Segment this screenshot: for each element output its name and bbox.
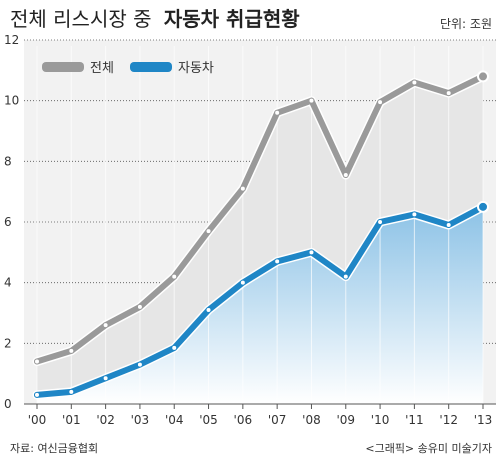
y-axis-ticks: 0 2 4 6 8 10 12 (4, 33, 19, 411)
x-tick-label: '09 (336, 413, 355, 427)
x-tick-label: '04 (165, 413, 184, 427)
chart-title-prefix: 전체 리스시장 중 (10, 7, 152, 31)
x-tick-label: '00 (28, 413, 47, 427)
auto-data-point (34, 391, 40, 398)
legend: 전체 자동차 (42, 61, 214, 76)
x-tick-label: '11 (405, 413, 424, 427)
auto-data-point (342, 273, 349, 280)
total-data-point (274, 109, 281, 116)
total-data-point (308, 97, 315, 104)
x-tick-label: '08 (302, 413, 321, 427)
total-data-point (171, 273, 178, 280)
total-data-point (68, 347, 75, 354)
auto-data-point (136, 361, 143, 368)
auto-data-point (477, 200, 489, 213)
source-label: 자료: 여신금융협회 (10, 442, 98, 455)
legend-label-auto: 자동차 (178, 61, 214, 76)
y-tick-label: 12 (4, 33, 19, 47)
credit-label: <그래픽> 송유미 미술기자 (365, 442, 492, 455)
auto-series-line-inner (34, 203, 486, 398)
auto-data-point (411, 211, 418, 218)
y-tick-label: 10 (4, 94, 19, 108)
auto-data-point (274, 258, 281, 265)
chart-title-emphasis: 자동차 취급현황 (164, 7, 300, 31)
x-tick-label: '02 (96, 413, 115, 427)
x-tick-label: '06 (234, 413, 253, 427)
total-data-point (342, 171, 349, 178)
total-data-point (377, 99, 384, 106)
legend-label-total: 전체 (90, 61, 114, 76)
total-data-point (477, 70, 489, 83)
total-data-point (239, 185, 246, 192)
x-tick-label: '03 (131, 413, 150, 427)
y-tick-label: 2 (4, 336, 12, 350)
auto-data-point (445, 222, 452, 229)
auto-data-point (102, 375, 109, 382)
total-data-point (136, 303, 143, 310)
legend-swatch-total (42, 62, 84, 72)
auto-data-point (377, 219, 384, 225)
total-data-point (205, 228, 212, 235)
total-series-line-inner (34, 73, 486, 365)
y-tick-label: 8 (4, 154, 12, 168)
total-data-point (411, 79, 418, 86)
auto-data-point (308, 249, 315, 256)
auto-data-point (68, 388, 75, 395)
total-data-point (34, 358, 40, 365)
chart-title: 전체 리스시장 중 자동차 취급현황 (10, 7, 300, 31)
auto-data-point (171, 344, 178, 351)
auto-data-point (205, 306, 212, 313)
unit-label: 단위: 조원 (440, 17, 492, 31)
auto-area (37, 206, 483, 404)
x-tick-label: '07 (268, 413, 287, 427)
data-points (34, 70, 489, 398)
auto-data-point (239, 279, 246, 286)
x-tick-label: '12 (439, 413, 458, 427)
total-data-point (102, 322, 109, 329)
y-tick-label: 4 (4, 276, 12, 290)
y-tick-label: 6 (4, 215, 12, 229)
x-tick-label: '05 (199, 413, 218, 427)
y-tick-label: 0 (4, 397, 12, 411)
legend-swatch-auto (130, 62, 172, 72)
total-data-point (445, 90, 452, 97)
x-tick-label: '13 (474, 413, 493, 427)
x-axis-ticks: '00 '01 '02 '03 '04 '05 '06 '07 '08 '09 '10 '11 '12 '… (28, 404, 493, 427)
x-tick-label: '10 (371, 413, 390, 427)
x-tick-label: '01 (62, 413, 81, 427)
